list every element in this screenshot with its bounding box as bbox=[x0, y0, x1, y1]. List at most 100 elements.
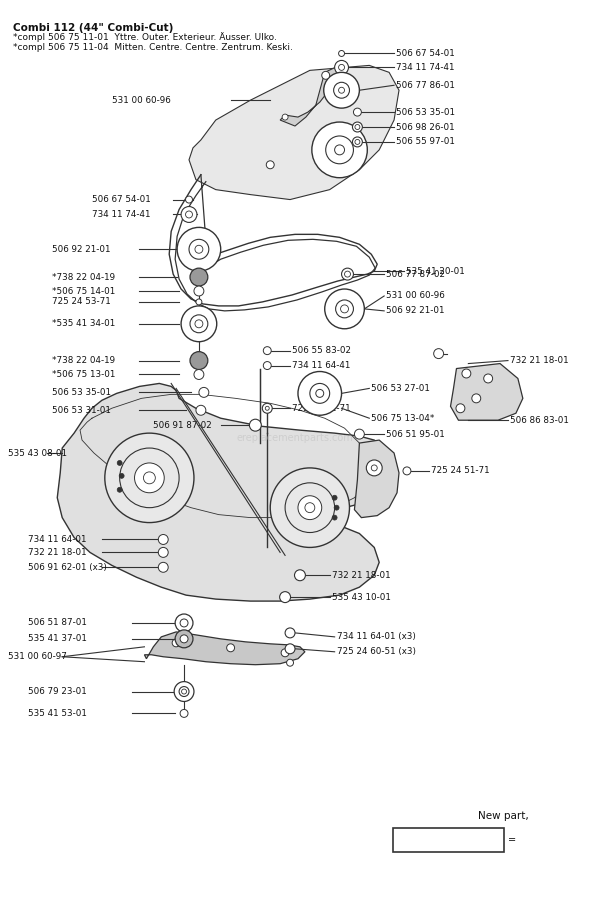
Text: 535 41 37-01: 535 41 37-01 bbox=[28, 635, 86, 644]
Text: 506 55 83-02: 506 55 83-02 bbox=[292, 346, 351, 355]
Text: *506 75 13-01: *506 75 13-01 bbox=[53, 370, 116, 379]
Circle shape bbox=[355, 140, 360, 144]
Text: 734 11 64-41: 734 11 64-41 bbox=[292, 361, 350, 370]
Circle shape bbox=[190, 315, 208, 332]
Circle shape bbox=[282, 114, 288, 120]
Text: 506 51 95-01: 506 51 95-01 bbox=[386, 429, 445, 439]
Text: 506 91 87-02: 506 91 87-02 bbox=[153, 420, 212, 429]
Circle shape bbox=[332, 515, 337, 520]
Circle shape bbox=[335, 61, 349, 74]
Text: 732 21 18-01: 732 21 18-01 bbox=[28, 548, 86, 557]
Polygon shape bbox=[451, 363, 523, 420]
Circle shape bbox=[180, 635, 188, 643]
Text: 535 41 53-01: 535 41 53-01 bbox=[28, 709, 86, 718]
Circle shape bbox=[196, 405, 206, 415]
Circle shape bbox=[263, 361, 271, 370]
Circle shape bbox=[227, 644, 235, 652]
Circle shape bbox=[403, 467, 411, 475]
Circle shape bbox=[189, 240, 209, 259]
Circle shape bbox=[117, 488, 122, 492]
Circle shape bbox=[190, 268, 208, 286]
Circle shape bbox=[250, 419, 261, 431]
Text: *506 75 14-01: *506 75 14-01 bbox=[53, 287, 116, 295]
Circle shape bbox=[158, 562, 168, 572]
Text: 506 98 26-01: 506 98 26-01 bbox=[396, 123, 455, 132]
Text: 506 77 87-02: 506 77 87-02 bbox=[386, 270, 445, 279]
Text: xxx xx xx-xx: xxx xx xx-xx bbox=[399, 834, 466, 844]
Circle shape bbox=[263, 347, 271, 355]
Circle shape bbox=[340, 305, 349, 313]
Text: 725 24 60-51 (x3): 725 24 60-51 (x3) bbox=[337, 647, 415, 656]
Circle shape bbox=[285, 628, 295, 637]
Circle shape bbox=[345, 271, 350, 277]
Text: 506 53 35-01: 506 53 35-01 bbox=[53, 388, 112, 397]
Circle shape bbox=[352, 137, 362, 147]
Circle shape bbox=[336, 300, 353, 318]
Text: *535 41 34-01: *535 41 34-01 bbox=[53, 320, 116, 329]
Circle shape bbox=[316, 390, 324, 398]
Circle shape bbox=[177, 227, 221, 271]
Circle shape bbox=[181, 206, 197, 222]
Circle shape bbox=[195, 320, 203, 328]
Text: 732 21 18-01: 732 21 18-01 bbox=[510, 356, 569, 365]
Text: *738 22 04-19: *738 22 04-19 bbox=[53, 356, 116, 365]
Polygon shape bbox=[355, 440, 399, 518]
Circle shape bbox=[196, 299, 202, 305]
Circle shape bbox=[158, 535, 168, 545]
Circle shape bbox=[310, 383, 330, 403]
Circle shape bbox=[280, 592, 290, 603]
Circle shape bbox=[182, 689, 186, 694]
Text: 734 11 64-01 (x3): 734 11 64-01 (x3) bbox=[337, 632, 415, 641]
Circle shape bbox=[332, 495, 337, 500]
Text: 506 92 21-01: 506 92 21-01 bbox=[53, 245, 111, 253]
Circle shape bbox=[175, 614, 193, 632]
Circle shape bbox=[194, 286, 204, 296]
Text: 506 51 87-01: 506 51 87-01 bbox=[28, 618, 86, 627]
Text: 506 86 83-01: 506 86 83-01 bbox=[510, 416, 569, 425]
Circle shape bbox=[462, 369, 471, 378]
Circle shape bbox=[158, 548, 168, 558]
FancyBboxPatch shape bbox=[393, 828, 504, 852]
Text: 506 79 23-01: 506 79 23-01 bbox=[28, 687, 86, 696]
Text: 506 77 86-01: 506 77 86-01 bbox=[396, 81, 455, 90]
Circle shape bbox=[484, 374, 493, 383]
Circle shape bbox=[179, 686, 189, 696]
Circle shape bbox=[174, 682, 194, 702]
Circle shape bbox=[335, 145, 345, 155]
Text: 506 92 21-01: 506 92 21-01 bbox=[386, 306, 445, 315]
Text: *compl 506 75 11-01  Yttre. Outer. Exterieur. Äusser. Ulko.: *compl 506 75 11-01 Yttre. Outer. Exteri… bbox=[12, 33, 277, 43]
Circle shape bbox=[339, 64, 345, 70]
Text: 506 53 35-01: 506 53 35-01 bbox=[396, 108, 455, 116]
Circle shape bbox=[333, 83, 349, 98]
Text: New part,: New part, bbox=[478, 811, 529, 821]
Text: =: = bbox=[508, 834, 516, 844]
Text: 732 21 18-01: 732 21 18-01 bbox=[332, 571, 390, 579]
Circle shape bbox=[185, 211, 192, 218]
Circle shape bbox=[305, 503, 315, 513]
Text: 725 24 53-71: 725 24 53-71 bbox=[53, 298, 111, 306]
Text: Combi 112 (44" Combi-Cut): Combi 112 (44" Combi-Cut) bbox=[12, 23, 173, 33]
Circle shape bbox=[312, 122, 368, 178]
Circle shape bbox=[266, 406, 269, 410]
Text: 734 11 74-41: 734 11 74-41 bbox=[396, 63, 454, 72]
Circle shape bbox=[326, 136, 353, 163]
Circle shape bbox=[190, 351, 208, 370]
Circle shape bbox=[117, 460, 122, 466]
Text: 725 24 51-71: 725 24 51-71 bbox=[292, 404, 350, 413]
Circle shape bbox=[355, 429, 365, 439]
Circle shape bbox=[105, 433, 194, 523]
Circle shape bbox=[181, 306, 217, 341]
Circle shape bbox=[172, 639, 180, 646]
Circle shape bbox=[298, 371, 342, 415]
Text: 535 41 20-01: 535 41 20-01 bbox=[406, 267, 465, 276]
Text: *738 22 04-19: *738 22 04-19 bbox=[53, 272, 116, 281]
Text: 531 00 60-96: 531 00 60-96 bbox=[112, 95, 171, 104]
Circle shape bbox=[334, 505, 339, 510]
Text: 506 67 54-01: 506 67 54-01 bbox=[92, 195, 150, 204]
Text: 734 11 64-01: 734 11 64-01 bbox=[28, 535, 86, 544]
Circle shape bbox=[287, 659, 293, 666]
Text: 535 43 08-01: 535 43 08-01 bbox=[8, 449, 67, 458]
Circle shape bbox=[185, 196, 192, 203]
Text: 506 67 54-01: 506 67 54-01 bbox=[396, 49, 455, 58]
Circle shape bbox=[324, 73, 359, 108]
